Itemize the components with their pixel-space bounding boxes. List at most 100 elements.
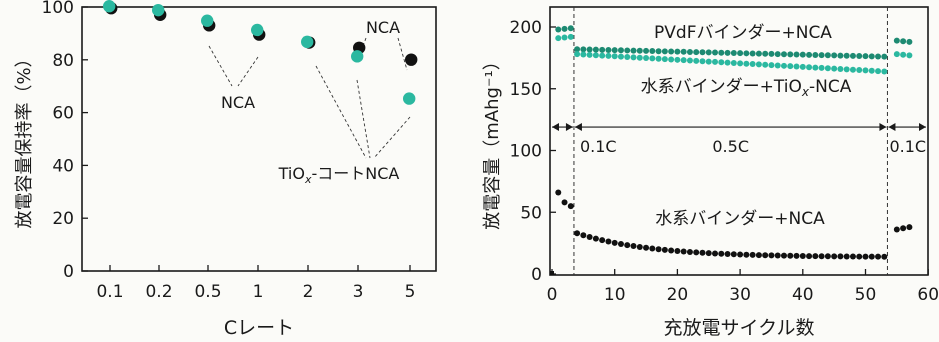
aqueous-nca-point <box>592 235 599 242</box>
aqueous-tiox-nca-point <box>649 55 656 62</box>
aqueous-tiox-nca-point <box>624 53 631 60</box>
pvdf-nca-point <box>768 50 775 57</box>
aqueous-nca-point <box>599 237 606 244</box>
aqueous-tiox-nca-point <box>705 58 712 65</box>
aqueous-nca-point <box>749 251 756 258</box>
aqueous-nca-point <box>837 253 844 260</box>
aqueous-nca-point <box>849 253 856 260</box>
left-data-points <box>103 0 418 105</box>
x-tick-label: 20 <box>667 285 689 305</box>
tiox-nca-point <box>301 35 314 49</box>
aqueous-nca-point <box>831 253 838 260</box>
pvdf-nca-point <box>636 47 643 54</box>
aqueous-nca-point <box>718 250 725 257</box>
pvdf-nca-point <box>705 49 712 56</box>
aqueous-tiox-nca-point <box>799 63 806 70</box>
pvdf-nca-point <box>793 51 800 58</box>
x-tick-label: 0.2 <box>145 282 172 302</box>
left-x-ticks: 0.1 0.2 0.5 1 2 3 5 <box>96 265 415 302</box>
aqueous-nca-point <box>737 251 744 258</box>
aqueous-tiox-nca-point <box>793 63 800 70</box>
aqueous-tiox-nca-point <box>806 64 813 71</box>
aqueous-tiox-nca-point <box>574 51 581 58</box>
x-tick-label: 5 <box>405 282 416 302</box>
aqueous-nca-point <box>617 240 624 247</box>
aqueous-nca-point <box>812 253 819 260</box>
tiox-annotation: TiOx-コートNCA <box>278 164 400 186</box>
pvdf-nca-point <box>724 49 731 56</box>
x-tick-label: 10 <box>604 285 626 305</box>
nca-annotation-lower: NCA <box>221 93 255 112</box>
pvdf-nca-point <box>686 48 693 55</box>
aqueous-tiox-nca-point <box>868 67 875 74</box>
aqueous-tiox-nca-point <box>599 52 606 59</box>
aqueous-nca-point <box>680 248 687 255</box>
pvdf-nca-point <box>806 51 813 58</box>
pvdf-nca-point <box>649 48 656 55</box>
aqueous-nca-point <box>693 249 700 256</box>
label-aqueous-nca: 水系バインダー+NCA <box>655 209 825 229</box>
nca-annotation-upper: NCA <box>366 18 400 37</box>
x-tick-label: 0.5 <box>194 282 221 302</box>
pvdf-nca-point <box>586 46 593 53</box>
tiox-nca-point <box>201 14 214 27</box>
pvdf-nca-point <box>668 48 675 55</box>
left-x-axis-label: Cレート <box>224 317 294 339</box>
aqueous-nca-point <box>856 253 863 260</box>
aqueous-nca-point <box>868 253 875 260</box>
phase-label: 0.1C <box>889 137 926 156</box>
aqueous-nca-point <box>881 253 888 260</box>
pvdf-nca-point <box>906 38 913 45</box>
aqueous-tiox-nca-point <box>674 56 681 63</box>
aqueous-tiox-nca-point <box>567 33 574 40</box>
aqueous-nca-point <box>893 226 900 233</box>
pvdf-nca-point <box>743 50 750 57</box>
aqueous-tiox-nca-point <box>837 65 844 72</box>
aqueous-tiox-nca-point <box>580 51 587 58</box>
pvdf-nca-point <box>824 52 831 59</box>
right-x-ticks: 0 10 20 30 40 50 60 <box>547 269 939 305</box>
aqueous-tiox-nca-point <box>611 53 618 60</box>
aqueous-tiox-nca-point <box>906 52 913 59</box>
y-tick-label: 100 <box>510 142 542 162</box>
aqueous-tiox-nca-point <box>755 61 762 68</box>
aqueous-nca-point <box>649 245 656 252</box>
aqueous-tiox-nca-point <box>862 67 869 74</box>
right-y-ticks: 0 50 100 150 200 <box>510 18 556 285</box>
origin-point <box>550 271 554 275</box>
aqueous-tiox-nca-point <box>636 54 643 61</box>
pvdf-nca-point <box>799 51 806 58</box>
aqueous-nca-point <box>668 247 675 254</box>
pvdf-nca-point <box>787 51 794 58</box>
aqueous-nca-point <box>780 252 787 259</box>
pvdf-nca-point <box>862 53 869 60</box>
aqueous-tiox-nca-point <box>699 58 706 65</box>
pvdf-nca-point <box>837 52 844 59</box>
x-tick-label: 30 <box>729 285 751 305</box>
pvdf-nca-point <box>624 47 631 54</box>
y-tick-label: 100 <box>42 0 74 18</box>
aqueous-tiox-nca-point <box>643 55 650 62</box>
right-plot-frame <box>549 6 929 276</box>
phase-arrow-initial-head-left <box>552 123 559 132</box>
aqueous-tiox-nca-point <box>856 67 863 74</box>
aqueous-nca-point <box>762 252 769 259</box>
pvdf-nca-point <box>599 46 606 53</box>
y-tick-label: 50 <box>520 203 542 223</box>
aqueous-tiox-nca-point <box>555 35 562 42</box>
aqueous-tiox-nca-point <box>668 56 675 63</box>
right-data-points <box>550 25 913 275</box>
x-tick-label: 40 <box>792 285 814 305</box>
aqueous-tiox-nca-point <box>605 52 612 59</box>
aqueous-nca-point <box>755 252 762 259</box>
pvdf-nca-point <box>592 46 599 53</box>
pvdf-nca-point <box>674 48 681 55</box>
pvdf-nca-point <box>762 50 769 57</box>
pvdf-nca-point <box>611 47 618 54</box>
pvdf-nca-point <box>712 49 719 56</box>
aqueous-nca-point <box>661 246 668 253</box>
pvdf-nca-point <box>699 49 706 56</box>
aqueous-tiox-nca-point <box>780 62 787 69</box>
pvdf-nca-point <box>843 52 850 59</box>
